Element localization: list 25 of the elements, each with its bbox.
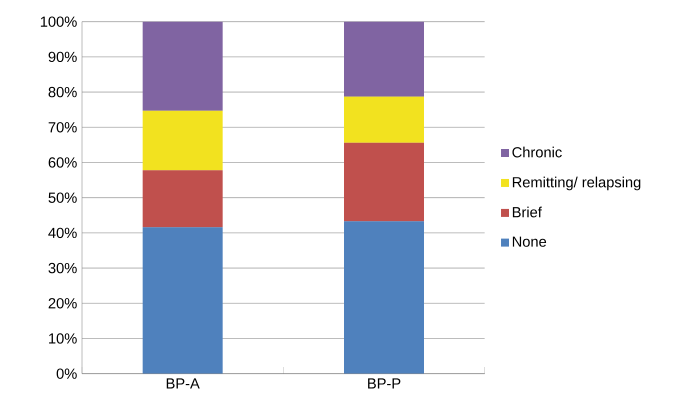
bar bbox=[344, 22, 424, 97]
y-tick-label: 100% bbox=[40, 16, 77, 27]
bar bbox=[142, 227, 223, 374]
bar bbox=[142, 170, 223, 228]
legend-label: Chronic bbox=[512, 146, 562, 158]
y-tick-label: 40% bbox=[48, 228, 77, 238]
y-tick-label: 0% bbox=[56, 368, 77, 379]
y-tick-label: 50% bbox=[48, 192, 77, 203]
y-tick-label: 80% bbox=[48, 86, 77, 98]
y-tick-label: 70% bbox=[48, 122, 77, 132]
legend-label: Brief bbox=[512, 206, 542, 218]
bar bbox=[344, 221, 424, 374]
bar bbox=[142, 110, 223, 170]
legend-label: None bbox=[512, 236, 546, 247]
x-tick-label: BP-A bbox=[166, 378, 200, 388]
bar bbox=[142, 22, 223, 111]
y-tick-label: 60% bbox=[48, 157, 77, 168]
bar bbox=[344, 96, 424, 143]
legend-label: Remitting/ relapsing bbox=[512, 176, 640, 190]
bar bbox=[344, 142, 424, 222]
y-tick-label: 90% bbox=[48, 52, 77, 62]
y-tick-label: 30% bbox=[48, 262, 77, 274]
y-tick-label: 20% bbox=[48, 298, 77, 308]
y-tick-label: 10% bbox=[49, 333, 77, 344]
x-tick-label: BP-P bbox=[368, 378, 400, 388]
